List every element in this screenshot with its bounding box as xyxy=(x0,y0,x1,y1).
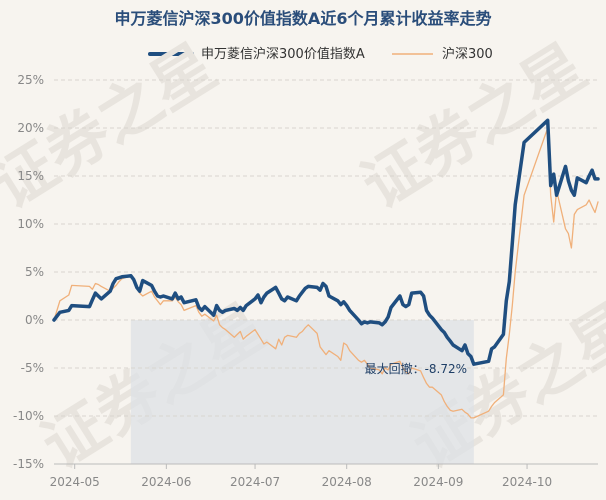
x-tick-label: 2024-07 xyxy=(230,475,280,489)
y-tick-label: -5% xyxy=(21,361,44,375)
legend-label-fund: 申万菱信沪深300价值指数A xyxy=(201,46,365,62)
max-drawdown-label: 最大回撤：-8.72% xyxy=(365,361,467,376)
y-tick-label: -15% xyxy=(13,457,44,471)
drawdown-shade xyxy=(130,320,474,464)
x-tick-label: 2024-10 xyxy=(502,475,552,489)
y-tick-label: -10% xyxy=(13,409,44,423)
x-tick-label: 2024-06 xyxy=(141,475,191,489)
x-tick-label: 2024-08 xyxy=(322,475,372,489)
y-tick-label: 0% xyxy=(25,313,44,327)
y-axis: -15% -10% -5% 0% 5% 10% 15% 20% 25% xyxy=(13,73,44,471)
legend: 申万菱信沪深300价值指数A 沪深300 xyxy=(148,46,493,62)
drawdown-area xyxy=(130,320,474,464)
y-tick-label: 5% xyxy=(25,265,44,279)
y-tick-label: 15% xyxy=(17,169,44,183)
chart-title: 申万菱信沪深300价值指数A近6个月累计收益率走势 xyxy=(115,9,492,28)
legend-label-index: 沪深300 xyxy=(442,46,493,62)
x-tick-label: 2024-09 xyxy=(413,475,463,489)
series-lines xyxy=(52,118,600,419)
y-tick-label: 20% xyxy=(17,121,44,135)
series-line-index xyxy=(53,127,599,419)
x-axis: 2024-05 2024-06 2024-07 2024-08 2024-09 2024-… xyxy=(50,463,598,489)
y-tick-label: 25% xyxy=(17,73,44,87)
x-tick-label: 2024-05 xyxy=(50,475,100,489)
series-line-fund xyxy=(52,118,600,366)
y-tick-label: 10% xyxy=(17,217,44,231)
